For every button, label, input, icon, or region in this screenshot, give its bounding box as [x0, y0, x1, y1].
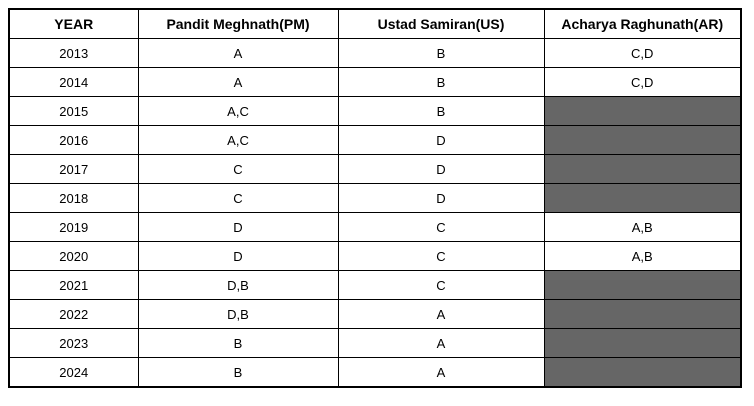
column-header-pandit-meghnath: Pandit Meghnath(PM): [137, 8, 339, 39]
us-cell: A: [337, 357, 545, 388]
year-cell: 2021: [8, 270, 139, 300]
year-cell: 2016: [8, 125, 139, 155]
pm-cell: A,C: [137, 96, 339, 126]
pm-cell: B: [137, 357, 339, 388]
us-cell: B: [337, 96, 545, 126]
table-row-2015: 2015 A,C B: [8, 96, 742, 126]
ar-cell: [543, 154, 742, 184]
ar-cell: [543, 125, 742, 155]
pm-cell: A,C: [137, 125, 339, 155]
pm-cell: D,B: [137, 299, 339, 329]
ar-cell: [543, 270, 742, 300]
ar-cell: A,B: [543, 241, 742, 271]
year-cell: 2023: [8, 328, 139, 358]
table-row-2019: 2019 D C A,B: [8, 212, 742, 242]
pm-cell: B: [137, 328, 339, 358]
us-cell: C: [337, 270, 545, 300]
pm-cell: A: [137, 38, 339, 68]
table-row-2020: 2020 D C A,B: [8, 241, 742, 271]
year-cell: 2019: [8, 212, 139, 242]
us-cell: B: [337, 67, 545, 97]
us-cell: C: [337, 241, 545, 271]
ar-cell: [543, 328, 742, 358]
year-cell: 2018: [8, 183, 139, 213]
ar-cell: C,D: [543, 38, 742, 68]
table-row-2016: 2016 A,C D: [8, 125, 742, 155]
column-header-acharya-raghunath: Acharya Raghunath(AR): [543, 8, 742, 39]
us-cell: D: [337, 125, 545, 155]
column-header-year: YEAR: [8, 8, 139, 39]
us-cell: C: [337, 212, 545, 242]
pm-cell: C: [137, 154, 339, 184]
year-cell: 2024: [8, 357, 139, 388]
us-cell: B: [337, 38, 545, 68]
ar-cell: [543, 96, 742, 126]
year-cell: 2017: [8, 154, 139, 184]
header-row: YEAR Pandit Meghnath(PM) Ustad Samiran(U…: [8, 8, 742, 39]
table-row-2018: 2018 C D: [8, 183, 742, 213]
ar-cell: A,B: [543, 212, 742, 242]
ar-cell: C,D: [543, 67, 742, 97]
table-row-2023: 2023 B A: [8, 328, 742, 358]
us-cell: A: [337, 328, 545, 358]
year-cell: 2014: [8, 67, 139, 97]
year-cell: 2022: [8, 299, 139, 329]
column-header-ustad-samiran: Ustad Samiran(US): [337, 8, 545, 39]
table-row-2014: 2014 A B C,D: [8, 67, 742, 97]
pm-cell: C: [137, 183, 339, 213]
year-cell: 2020: [8, 241, 139, 271]
pm-cell: D: [137, 241, 339, 271]
us-cell: A: [337, 299, 545, 329]
pm-cell: D: [137, 212, 339, 242]
us-cell: D: [337, 183, 545, 213]
table-row-2013: 2013 A B C,D: [8, 38, 742, 68]
table-row-2024: 2024 B A: [8, 357, 742, 388]
ar-cell: [543, 357, 742, 388]
yearly-schedule-table-container: YEAR Pandit Meghnath(PM) Ustad Samiran(U…: [8, 8, 742, 388]
ar-cell: [543, 299, 742, 329]
us-cell: D: [337, 154, 545, 184]
pm-cell: D,B: [137, 270, 339, 300]
year-cell: 2015: [8, 96, 139, 126]
year-cell: 2013: [8, 38, 139, 68]
yearly-schedule-table: YEAR Pandit Meghnath(PM) Ustad Samiran(U…: [8, 8, 742, 388]
table-row-2022: 2022 D,B A: [8, 299, 742, 329]
ar-cell: [543, 183, 742, 213]
pm-cell: A: [137, 67, 339, 97]
table-row-2021: 2021 D,B C: [8, 270, 742, 300]
table-row-2017: 2017 C D: [8, 154, 742, 184]
